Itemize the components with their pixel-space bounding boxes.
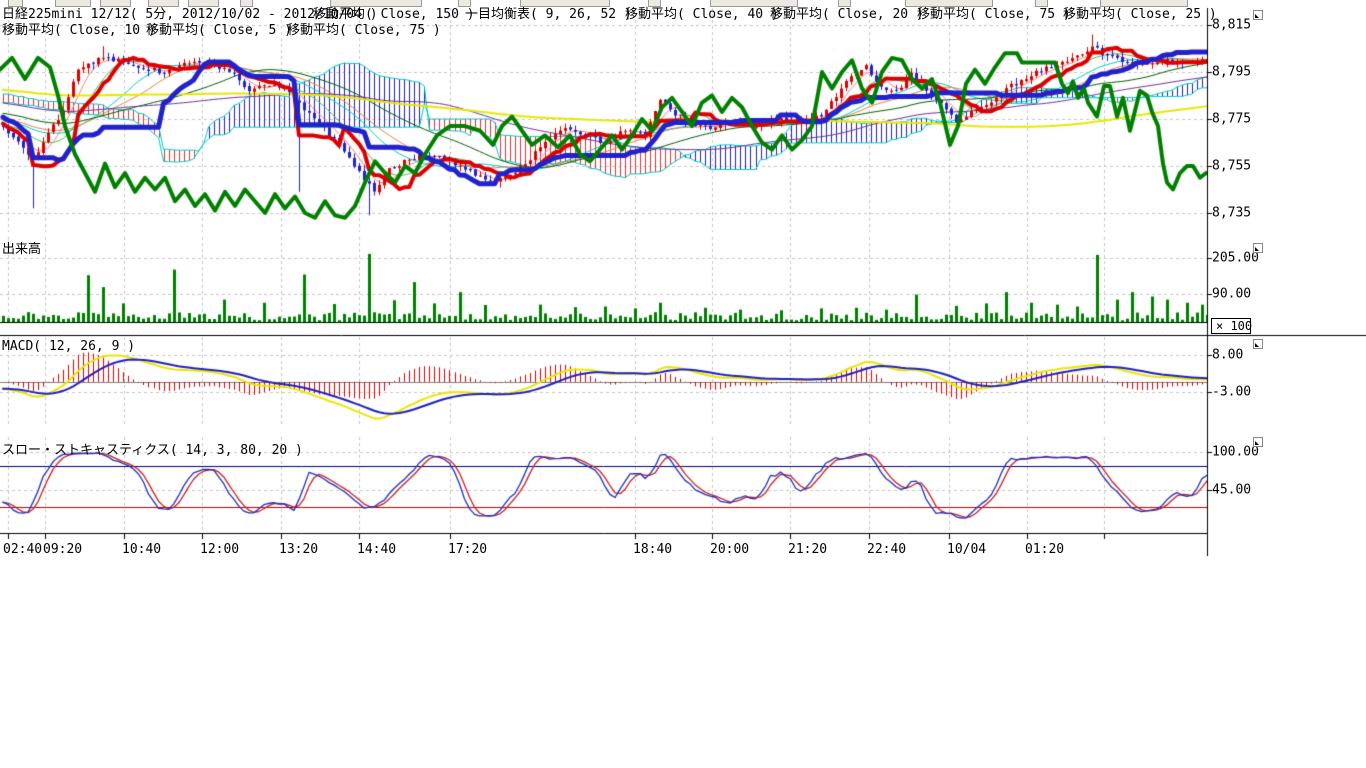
toolbar-button-fragment bbox=[905, 0, 993, 7]
indicator-label: 移動平均( Close, 10 ) bbox=[2, 23, 156, 38]
stoch-tick-label: 100.00 bbox=[1212, 444, 1259, 460]
indicator-label: 日経225mini 12/12( 5分, 2012/10/02 - 2012/1… bbox=[2, 7, 378, 22]
indicator-label: 移動平均( Close, 75 ) bbox=[287, 23, 441, 38]
indicator-label: 移動平均( Close, 5 ) bbox=[146, 23, 292, 38]
macd-panel-label: MACD( 12, 26, 9 ) bbox=[2, 339, 136, 354]
toolbar-button-fragment bbox=[148, 0, 179, 7]
panel-collapse-button[interactable] bbox=[1253, 243, 1263, 253]
toolbar-button-fragment bbox=[55, 0, 91, 7]
toolbar-button-fragment bbox=[1035, 0, 1048, 7]
toolbar-button-fragment bbox=[240, 0, 253, 7]
time-tick-label: 18:40 bbox=[633, 542, 673, 557]
panel-collapse-arrow-icon bbox=[1255, 247, 1259, 251]
price-tick-label: 8,815 bbox=[1212, 17, 1252, 33]
chart-header-line2: 移動平均( Close, 10 ) 移動平均( Close, 5 ) 移動平均( C… bbox=[0, 23, 1210, 39]
price-tick-label: 8,755 bbox=[1212, 158, 1252, 174]
panel-collapse-arrow-icon bbox=[1255, 343, 1259, 347]
panel-collapse-button[interactable] bbox=[1253, 339, 1263, 349]
toolbar-button-fragment bbox=[330, 0, 422, 7]
panel-collapse-arrow-icon bbox=[1255, 14, 1259, 18]
panel-collapse-button[interactable] bbox=[1253, 10, 1263, 20]
stoch-tick-label: 45.00 bbox=[1212, 482, 1252, 498]
time-tick-label: 13:20 bbox=[279, 542, 319, 557]
volume-panel-label: 出来高 bbox=[2, 242, 42, 257]
toolbar-button-fragment bbox=[188, 0, 219, 7]
volume-tick-label: 90.00 bbox=[1212, 286, 1252, 302]
macd-tick-label: 8.00 bbox=[1212, 347, 1244, 363]
volume-tick-label: 205.00 bbox=[1212, 250, 1259, 266]
time-tick-label: 10:40 bbox=[122, 542, 162, 557]
time-tick-label: 20:00 bbox=[710, 542, 750, 557]
indicator-label: 移動平均( Close, 75 ) bbox=[917, 7, 1071, 22]
volume-multiplier-badge: × 100 bbox=[1211, 318, 1252, 334]
toolbar-button-fragment bbox=[838, 0, 851, 7]
time-tick-label: 02:40 bbox=[3, 542, 43, 557]
toolbar-button-fragment bbox=[100, 0, 131, 7]
toolbar-button-fragment bbox=[648, 0, 661, 7]
time-tick-label: 22:40 bbox=[867, 542, 907, 557]
price-tick-label: 8,795 bbox=[1212, 64, 1252, 80]
indicator-label: 移動平均( Close, 40 ) bbox=[625, 7, 779, 22]
indicator-label: 移動平均( Close, 150 ) bbox=[313, 7, 475, 22]
toolbar-button-fragment bbox=[458, 0, 471, 7]
time-tick-label: 21:20 bbox=[788, 542, 828, 557]
price-tick-label: 8,775 bbox=[1212, 111, 1252, 127]
time-tick-label: 09:20 bbox=[43, 542, 83, 557]
stochastics-panel-label: スロー・ストキャスティクス( 14, 3, 80, 20 ) bbox=[2, 443, 303, 458]
time-tick-label: 17:20 bbox=[448, 542, 488, 557]
toolbar-button-fragment bbox=[520, 0, 610, 7]
time-tick-label: 10/04 bbox=[947, 542, 987, 557]
time-tick-label: 01:20 bbox=[1025, 542, 1065, 557]
toolbar-button-fragment bbox=[8, 0, 23, 7]
toolbar-button-fragment bbox=[1100, 0, 1188, 7]
toolbar-button-fragment bbox=[710, 0, 798, 7]
time-tick-label: 14:40 bbox=[357, 542, 397, 557]
panel-collapse-button[interactable] bbox=[1253, 437, 1263, 447]
indicator-label: 移動平均( Close, 25 ) bbox=[1063, 7, 1217, 22]
time-tick-label: 12:00 bbox=[200, 542, 240, 557]
price-tick-label: 8,735 bbox=[1212, 205, 1252, 221]
indicator-label: 移動平均( Close, 20 ) bbox=[770, 7, 924, 22]
indicator-label: 一目均衡表( 9, 26, 52 ) bbox=[465, 7, 632, 22]
chart-header-line1: 日経225mini 12/12( 5分, 2012/10/02 - 2012/1… bbox=[0, 7, 1217, 23]
panel-collapse-arrow-icon bbox=[1255, 441, 1259, 445]
macd-tick-label: -3.00 bbox=[1212, 384, 1252, 400]
